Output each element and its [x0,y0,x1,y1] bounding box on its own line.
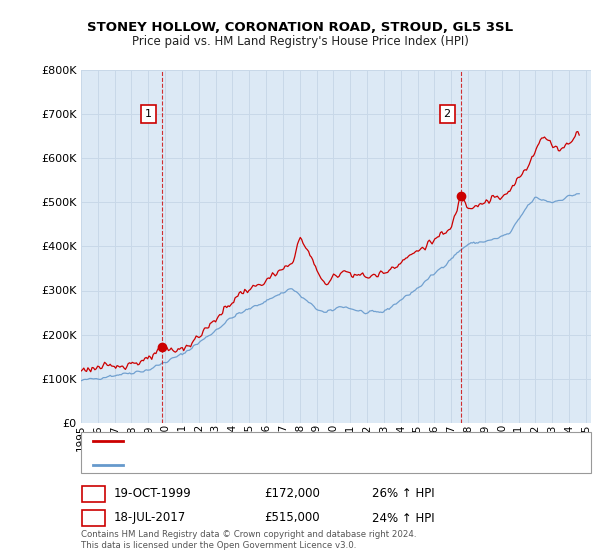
Text: 1: 1 [145,109,152,119]
Text: 18-JUL-2017: 18-JUL-2017 [114,511,186,525]
Text: Price paid vs. HM Land Registry's House Price Index (HPI): Price paid vs. HM Land Registry's House … [131,35,469,48]
Text: 26% ↑ HPI: 26% ↑ HPI [372,487,434,501]
Text: STONEY HOLLOW, CORONATION ROAD, STROUD, GL5 3SL (detached house): STONEY HOLLOW, CORONATION ROAD, STROUD, … [129,436,507,446]
Text: 24% ↑ HPI: 24% ↑ HPI [372,511,434,525]
Text: HPI: Average price, detached house, Stroud: HPI: Average price, detached house, Stro… [129,460,346,470]
Text: 19-OCT-1999: 19-OCT-1999 [114,487,192,501]
Text: STONEY HOLLOW, CORONATION ROAD, STROUD, GL5 3SL: STONEY HOLLOW, CORONATION ROAD, STROUD, … [87,21,513,34]
Text: This data is licensed under the Open Government Licence v3.0.: This data is licensed under the Open Gov… [81,541,356,550]
Text: 1: 1 [90,487,97,501]
Text: Contains HM Land Registry data © Crown copyright and database right 2024.: Contains HM Land Registry data © Crown c… [81,530,416,539]
Text: 2: 2 [443,109,451,119]
Text: 2: 2 [90,511,97,525]
Text: £172,000: £172,000 [264,487,320,501]
Text: £515,000: £515,000 [264,511,320,525]
